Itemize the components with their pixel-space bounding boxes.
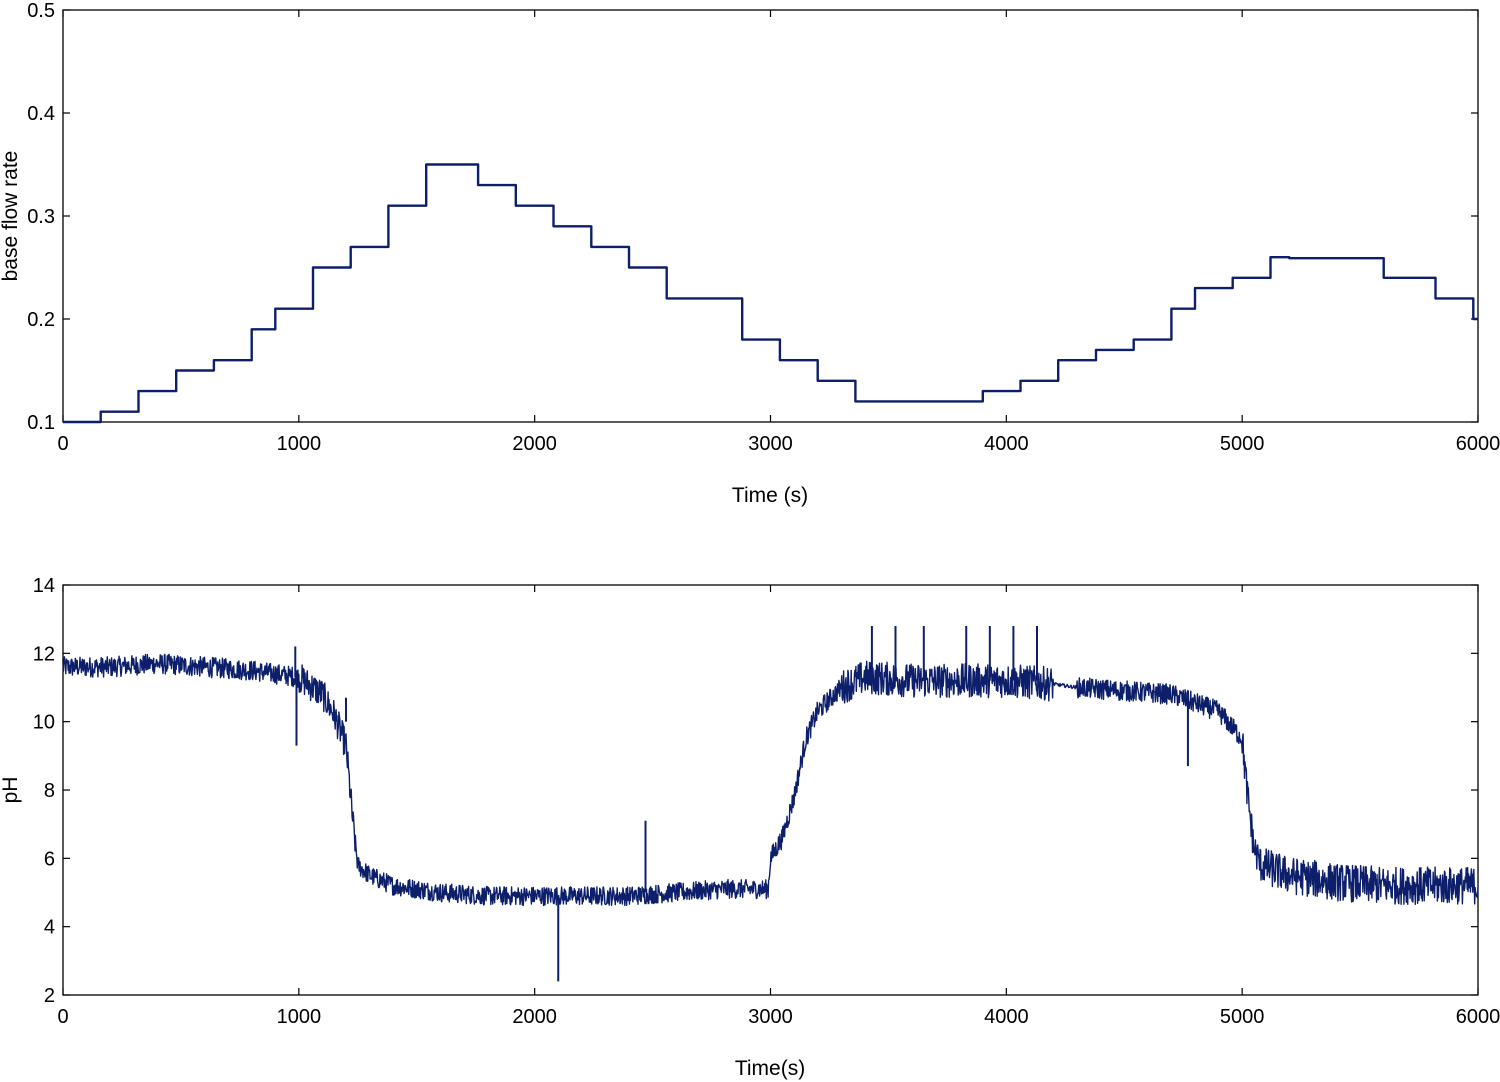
tick-marks (62, 584, 1479, 996)
x-tick-label: 5000 (1220, 1006, 1265, 1028)
y-tick-label: 0.2 (27, 309, 55, 331)
x-tick-label: 3000 (748, 433, 793, 455)
y-tick-label: 0.5 (27, 0, 55, 22)
y-tick-label: 10 (33, 712, 55, 734)
y-tick-label: 8 (44, 780, 55, 802)
y-tick-label: 2 (44, 985, 55, 1007)
y-tick-label: 0.4 (27, 103, 55, 125)
ph-series (62, 653, 1479, 907)
y-tick-label: 14 (33, 575, 55, 597)
y-axis-label: base flow rate (0, 151, 22, 282)
x-tick-label: 6000 (1456, 433, 1500, 455)
y-tick-label: 0.3 (27, 206, 55, 228)
x-tick-label: 5000 (1220, 433, 1265, 455)
y-tick-labels: 0.1 0.2 0.3 0.4 0.5 (27, 0, 55, 434)
base-flow-rate-chart: 0 1000 2000 3000 4000 5000 6000 0.10.20.30.40.… (0, 0, 1500, 507)
x-tick-label: 2000 (512, 1006, 557, 1028)
x-axis-label: Time(s) (735, 1057, 805, 1080)
base-flow-rate-series (63, 163, 1478, 424)
plot-frame (62, 9, 1479, 423)
y-tick-label: 6 (44, 848, 55, 870)
y-axis-label: pH (0, 777, 22, 804)
x-tick-labels: 0 1000 2000 3000 4000 5000 6000 (57, 433, 1500, 455)
x-tick-label: 3000 (748, 1006, 793, 1028)
x-tick-label: 2000 (512, 433, 557, 455)
x-tick-label: 0 (57, 433, 68, 455)
x-tick-label: 1000 (277, 1006, 322, 1028)
x-tick-label: 0 (57, 1006, 68, 1028)
ph-spikes (294, 626, 1189, 982)
x-axis-label: Time (s) (732, 484, 808, 507)
plot-frame (62, 584, 1479, 996)
x-tick-label: 6000 (1456, 1006, 1500, 1028)
y-tick-labels: 2 4 6 8 10 12 14 (33, 575, 55, 1007)
x-tick-label: 4000 (984, 1006, 1029, 1028)
y-tick-label: 0.1 (27, 412, 55, 434)
y-tick-label: 4 (44, 917, 55, 939)
tick-marks (62, 9, 1479, 423)
x-tick-label: 1000 (277, 433, 322, 455)
x-tick-labels: 0 1000 2000 3000 4000 5000 6000 (57, 1006, 1500, 1028)
ph-chart: 0 1000 2000 3000 4000 5000 6000 2 4 6 8 10 12 14 Tim… (0, 575, 1500, 1080)
x-tick-label: 4000 (984, 433, 1029, 455)
y-tick-label: 12 (33, 643, 55, 665)
